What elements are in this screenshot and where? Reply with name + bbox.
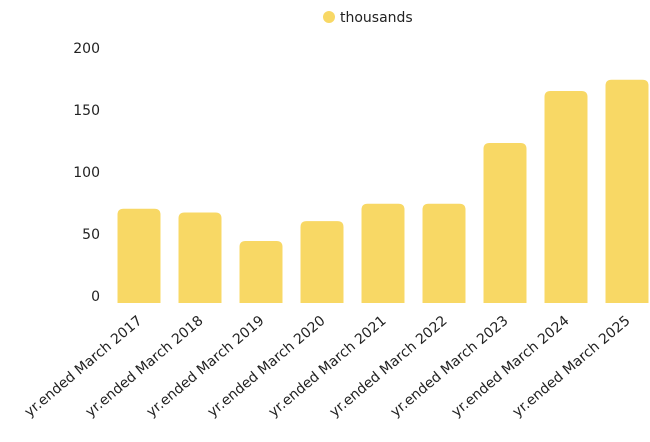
x-tick-label: yr.ended March 2025 <box>510 313 634 421</box>
x-tick-label: yr.ended March 2019 <box>144 313 268 421</box>
bar-1 <box>117 208 161 303</box>
x-tick-label: yr.ended March 2020 <box>205 313 329 421</box>
y-tick-label: 150 <box>73 103 100 119</box>
x-tick-label: yr.ended March 2021 <box>266 313 390 421</box>
bar-9 <box>605 79 649 303</box>
bar-2 <box>178 212 222 303</box>
y-tick-label: 100 <box>73 165 100 181</box>
bar-6 <box>422 203 466 303</box>
legend: thousands <box>323 10 413 26</box>
y-tick-label: 0 <box>91 289 100 305</box>
bar-8 <box>544 90 588 304</box>
bars-group <box>117 79 649 304</box>
legend-label: thousands <box>340 10 413 26</box>
y-axis: 0 50 100 150 200 <box>73 41 100 305</box>
bar-3 <box>239 241 283 303</box>
y-tick-label: 50 <box>82 227 100 243</box>
bar-5 <box>361 203 405 303</box>
x-tick-label: yr.ended March 2023 <box>388 313 512 421</box>
bar-7 <box>483 143 527 303</box>
y-tick-label: 200 <box>73 41 100 57</box>
x-tick-label: yr.ended March 2018 <box>83 313 207 421</box>
x-tick-label: yr.ended March 2017 <box>22 313 146 421</box>
x-tick-label: yr.ended March 2024 <box>449 313 573 421</box>
bar-4 <box>300 221 344 303</box>
x-tick-label: yr.ended March 2022 <box>327 313 451 421</box>
legend-swatch <box>323 11 335 23</box>
